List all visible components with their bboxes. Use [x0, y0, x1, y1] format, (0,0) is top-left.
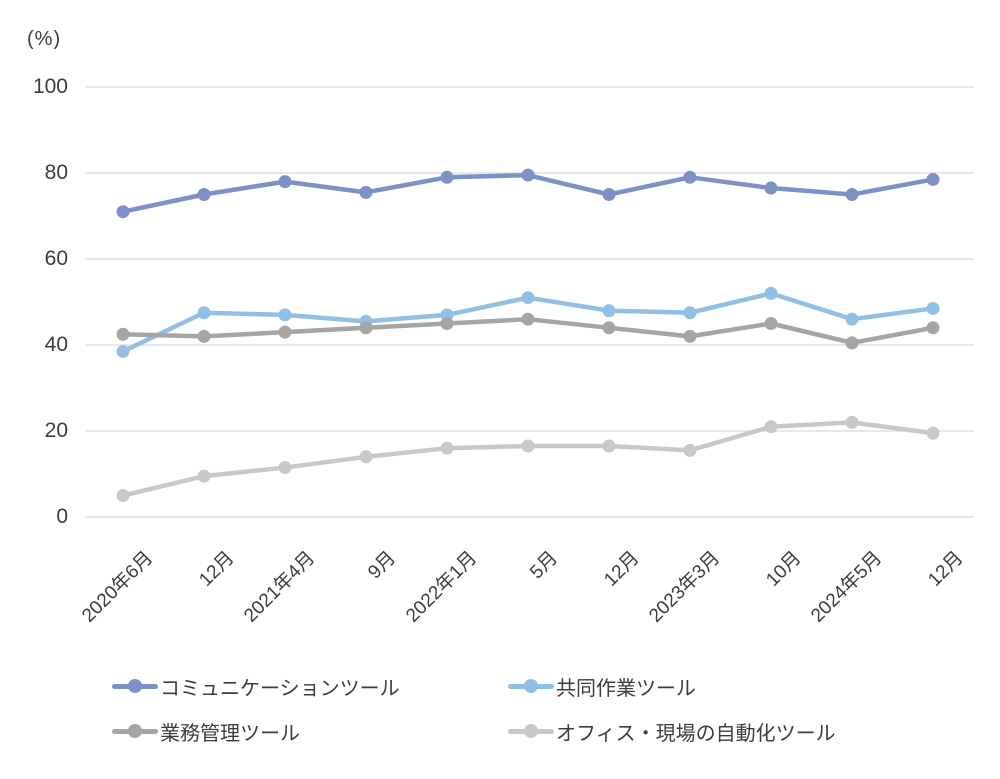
line-marker-icon — [112, 723, 158, 739]
data-point — [278, 461, 292, 475]
data-point — [116, 205, 130, 219]
y-tick-label: 0 — [56, 505, 68, 528]
line-marker-icon — [112, 678, 158, 694]
data-point — [764, 286, 778, 300]
data-point — [521, 312, 535, 326]
data-point — [845, 312, 859, 326]
data-point — [602, 304, 616, 318]
y-tick-label: 80 — [44, 161, 68, 184]
data-point — [521, 291, 535, 305]
data-point — [278, 325, 292, 339]
legend-item-collaboration-tools: 共同作業ツール — [508, 672, 912, 700]
legend-label: 業務管理ツール — [160, 722, 300, 745]
data-point — [764, 420, 778, 434]
data-point — [764, 181, 778, 195]
data-point — [926, 426, 940, 440]
data-point — [683, 170, 697, 184]
data-point — [926, 321, 940, 335]
data-point — [683, 443, 697, 457]
data-point — [521, 439, 535, 453]
data-point — [845, 336, 859, 350]
data-point — [116, 327, 130, 341]
data-point — [359, 185, 373, 199]
data-point — [278, 175, 292, 189]
data-point — [521, 168, 535, 182]
data-point — [602, 439, 616, 453]
legend: コミュニケーションツール 共同作業ツール 業務管理ツール オフィス・現場の自動化… — [112, 672, 912, 745]
series-line-3 — [120, 420, 936, 498]
y-tick-label: 100 — [32, 75, 68, 98]
legend-label: 共同作業ツール — [556, 677, 696, 700]
data-point — [602, 188, 616, 201]
legend-item-communication-tools: コミュニケーションツール — [112, 672, 508, 700]
data-point — [440, 317, 454, 330]
legend-item-office-automation-tools: オフィス・現場の自動化ツール — [508, 717, 912, 745]
data-point — [764, 317, 778, 330]
data-point — [440, 441, 454, 455]
data-point — [197, 306, 211, 320]
data-point — [116, 489, 130, 502]
data-point — [359, 321, 373, 335]
data-point — [926, 172, 940, 186]
y-tick-label: 20 — [44, 419, 68, 442]
data-point — [197, 469, 211, 483]
data-point — [197, 329, 211, 343]
data-point — [683, 306, 697, 320]
data-point — [278, 308, 292, 322]
data-point — [845, 415, 859, 429]
data-point — [197, 188, 211, 201]
data-point — [926, 301, 940, 315]
y-tick-label: 60 — [44, 247, 68, 270]
y-axis-unit-label: (%) — [27, 28, 62, 50]
line-marker-icon — [508, 678, 554, 694]
data-point — [602, 321, 616, 335]
y-tick-label: 40 — [44, 333, 68, 356]
legend-label: オフィス・現場の自動化ツール — [556, 722, 836, 745]
line-marker-icon — [508, 723, 554, 739]
data-point — [359, 450, 373, 464]
data-point — [440, 170, 454, 184]
legend-label: コミュニケーションツール — [160, 677, 400, 700]
legend-item-business-management-tools: 業務管理ツール — [112, 717, 508, 745]
data-point — [683, 329, 697, 343]
data-point — [116, 344, 130, 358]
data-point — [845, 188, 859, 201]
